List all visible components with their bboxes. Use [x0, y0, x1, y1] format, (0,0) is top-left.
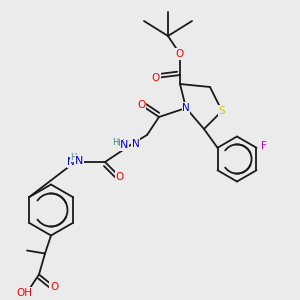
Text: OH: OH	[16, 287, 32, 298]
Text: F: F	[261, 141, 267, 151]
Text: H: H	[71, 158, 78, 166]
Text: O: O	[50, 281, 58, 292]
Text: O: O	[116, 172, 124, 182]
Text: N: N	[67, 157, 75, 167]
Text: H: H	[112, 138, 119, 147]
Text: N: N	[75, 155, 84, 166]
Text: O: O	[137, 100, 145, 110]
Text: O: O	[152, 73, 160, 83]
Text: N: N	[120, 140, 129, 151]
Text: O: O	[176, 49, 184, 59]
Text: H: H	[117, 140, 123, 148]
Text: N: N	[132, 139, 140, 149]
Text: H: H	[70, 153, 77, 162]
Text: N: N	[182, 103, 190, 113]
Text: S: S	[219, 106, 225, 116]
